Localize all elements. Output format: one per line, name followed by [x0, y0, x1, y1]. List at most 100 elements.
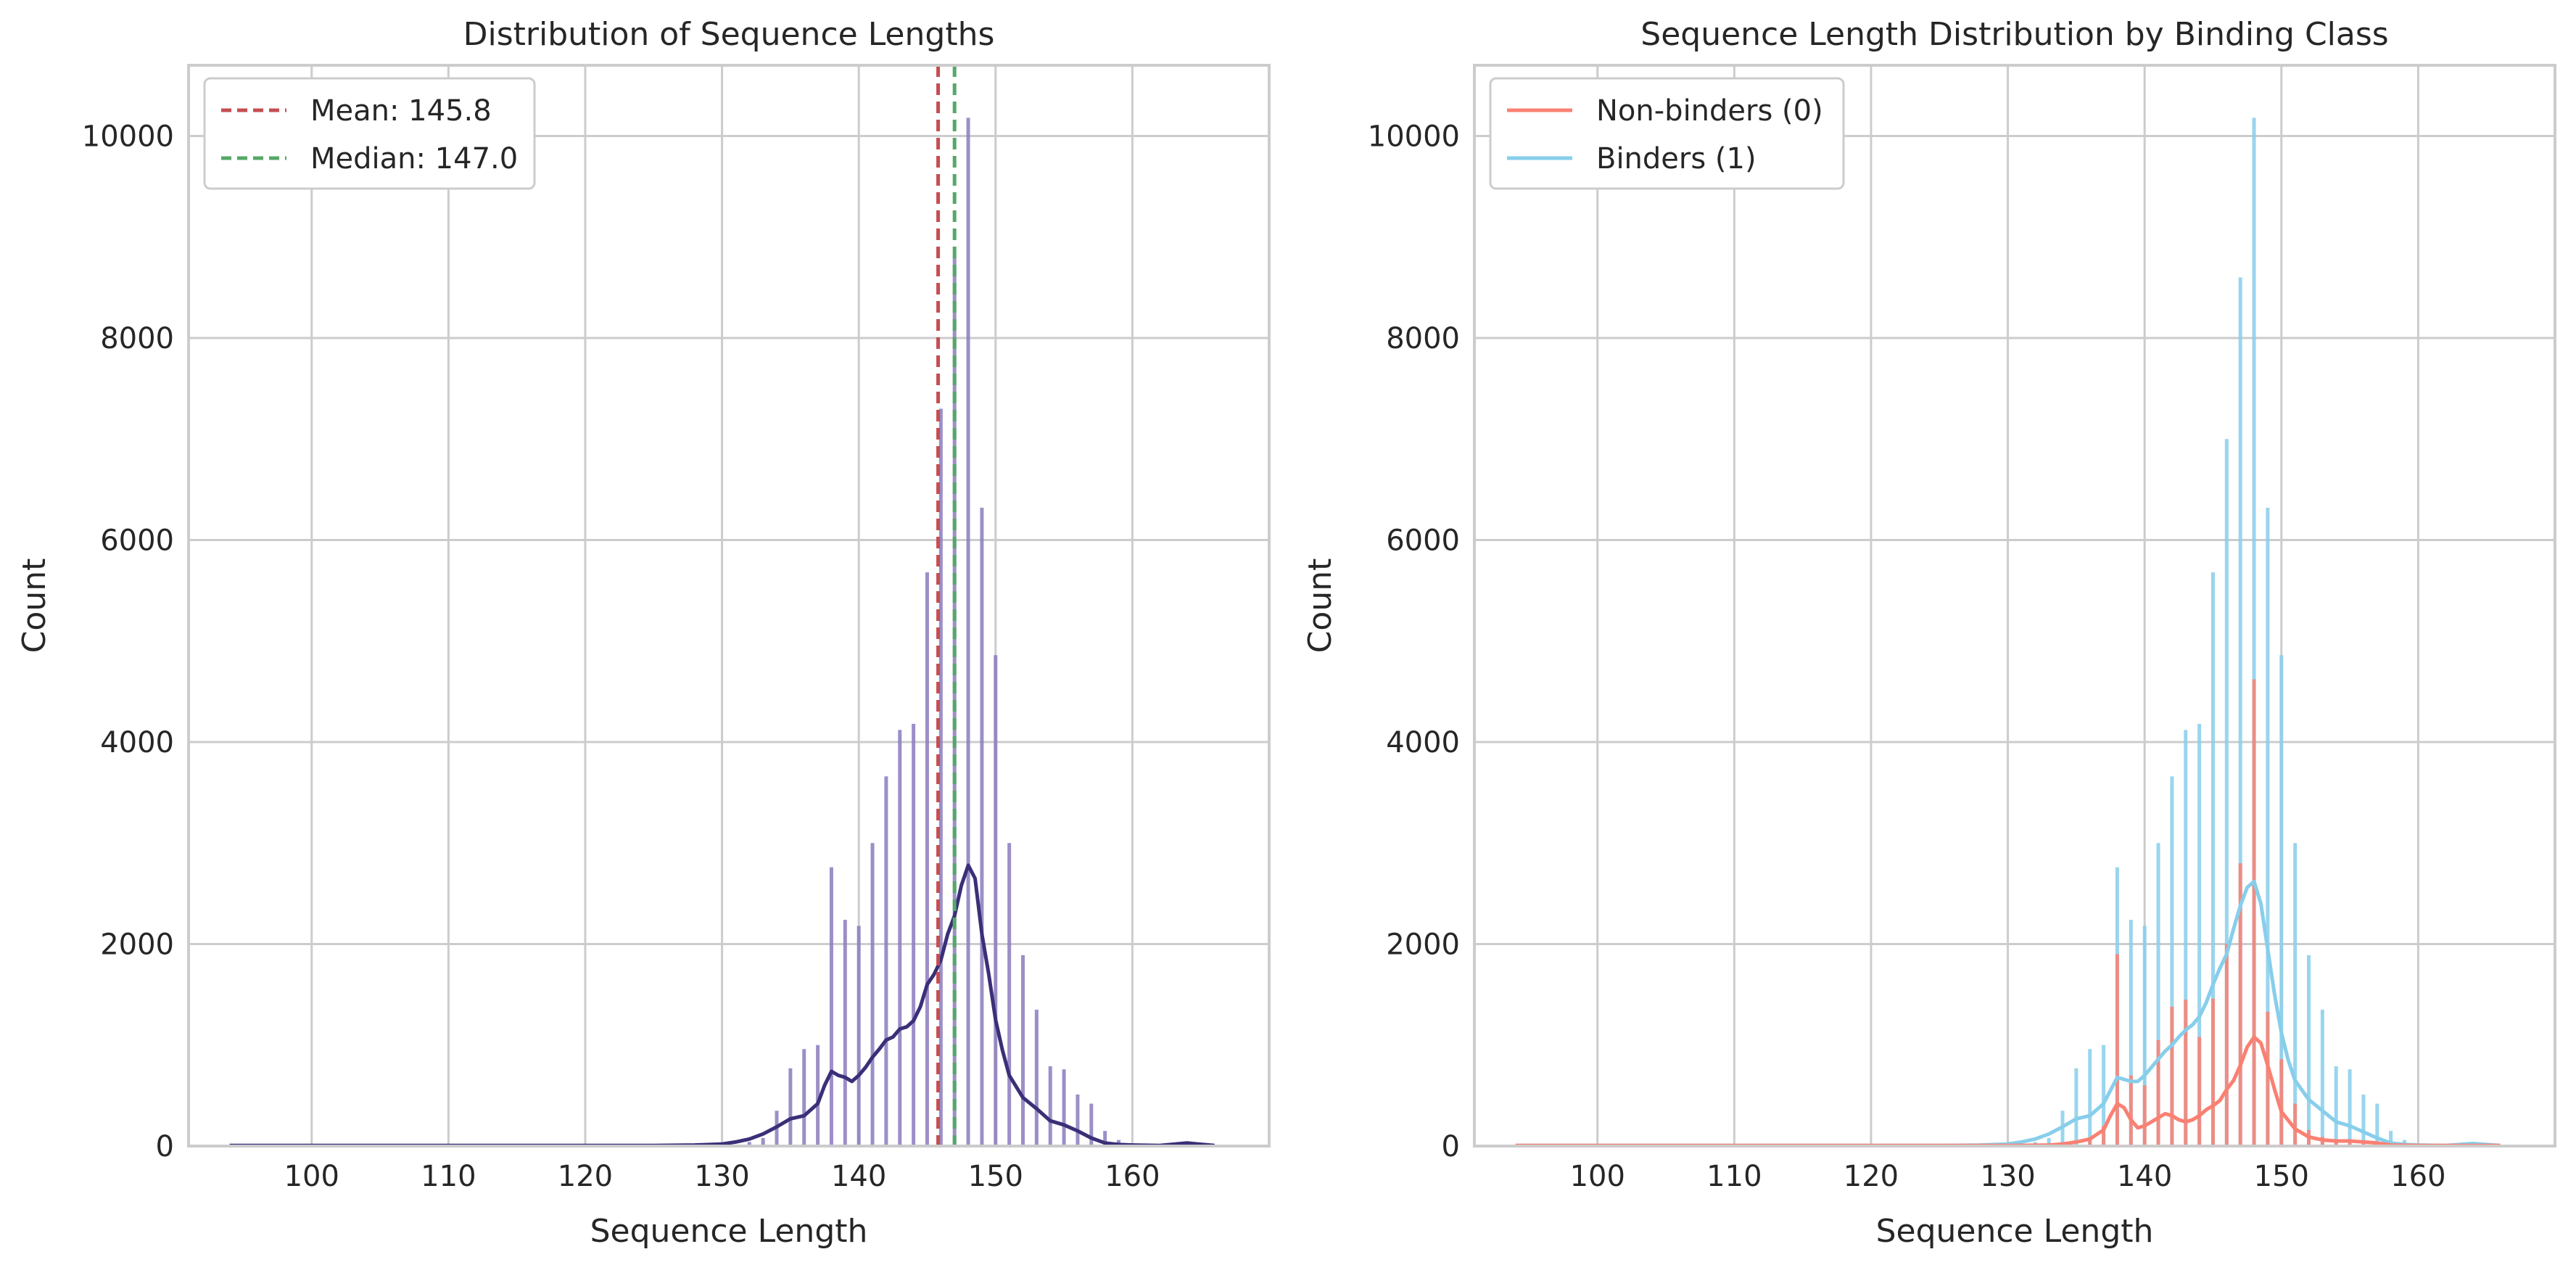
right-bar-non-binders-0 [2102, 1126, 2106, 1146]
right-y-axis-label: Count [1302, 559, 1339, 654]
left-y-axis-label: Count [16, 559, 53, 654]
left-y-tick-label: 10000 [82, 120, 174, 153]
right-histogram-bars [1514, 118, 2489, 1147]
right-y-tick-label: 10000 [1368, 120, 1460, 153]
left-kde-curves [229, 863, 1215, 1148]
left-bar-all [1034, 1010, 1039, 1146]
left-bar-all [788, 1068, 793, 1146]
right-bar-binders-1 [2142, 926, 2147, 1146]
left-x-tick-label: 110 [421, 1160, 476, 1193]
right-chart: 100 110 120 130 140 150 160 0 2000 4000 6000 8000 1… [1302, 16, 2556, 1250]
left-legend: Mean: 145.8 Median: 147.0 [203, 77, 536, 190]
right-x-tick-label: 120 [1844, 1160, 1899, 1193]
right-kde-curves [1515, 879, 2501, 1148]
left-x-tick-label: 150 [968, 1160, 1023, 1193]
left-plot-frame [187, 64, 1271, 1148]
right-x-tick-label: 150 [2254, 1160, 2309, 1193]
left-bar-all [1076, 1094, 1080, 1146]
right-bar-binders-1 [2320, 1010, 2324, 1146]
right-bar-binders-1 [2307, 955, 2311, 1146]
left-bar-all [1089, 1103, 1094, 1146]
left-bar-all [829, 867, 833, 1146]
right-grid [1474, 65, 2555, 1148]
left-x-axis-label: Sequence Length [590, 1213, 868, 1250]
right-bar-binders-1 [2279, 655, 2284, 1146]
left-x-tick-label: 120 [558, 1160, 613, 1193]
left-bar-all [1007, 843, 1012, 1146]
left-bar-all [1062, 1069, 1066, 1146]
left-plot-area [189, 65, 1269, 1146]
right-bar-binders-1 [2293, 843, 2298, 1146]
left-bar-all [856, 926, 861, 1146]
left-chart-title: Distribution of Sequence Lengths [463, 16, 995, 53]
right-x-tick-label: 160 [2390, 1160, 2445, 1193]
right-bar-non-binders-0 [2129, 1075, 2133, 1146]
left-y-tick-label: 4000 [100, 726, 174, 759]
right-y-tick-label: 4000 [1386, 726, 1460, 759]
legend-label-binders: Binders (1) [1596, 142, 1756, 176]
left-legend-box [203, 77, 536, 190]
left-x-tick-label: 140 [831, 1160, 886, 1193]
right-bar-non-binders-0 [2238, 863, 2242, 1146]
right-bar-binders-1 [2047, 1137, 2051, 1146]
left-kde-all [229, 863, 1215, 1148]
left-bar-all [816, 1045, 820, 1146]
left-bar-all [870, 843, 875, 1146]
right-bar-non-binders-0 [2348, 1142, 2352, 1146]
right-kde-binders-1 [1515, 879, 2501, 1148]
right-bar-non-binders-0 [2252, 679, 2256, 1146]
right-plot-area [1474, 65, 2555, 1146]
left-bar-all [747, 1142, 751, 1146]
left-y-tick-label: 8000 [100, 322, 174, 355]
right-bar-binders-1 [2102, 1045, 2106, 1146]
right-bar-non-binders-0 [2224, 944, 2229, 1146]
right-bar-binders-1 [2129, 920, 2133, 1146]
left-grid [189, 65, 1269, 1148]
right-bar-binders-1 [2088, 1049, 2092, 1146]
right-bar-binders-1 [2238, 277, 2242, 1146]
right-bar-non-binders-0 [2266, 1011, 2270, 1146]
right-y-tick-label: 6000 [1386, 524, 1460, 557]
left-y-tick-label: 2000 [100, 928, 174, 961]
right-y-tick-label: 8000 [1386, 322, 1460, 355]
right-x-tick-labels: 100 110 120 130 140 150 160 [1570, 1160, 2446, 1193]
left-bar-all [1048, 1066, 1052, 1146]
left-bar-all [898, 730, 902, 1146]
legend-label-median: Median: 147.0 [310, 142, 518, 176]
right-bar-binders-1 [2156, 843, 2160, 1146]
left-x-tick-label: 130 [694, 1160, 749, 1193]
left-y-tick-label: 6000 [100, 524, 174, 557]
left-x-tick-label: 160 [1105, 1160, 1160, 1193]
right-bar-binders-1 [2252, 118, 2256, 1146]
right-bar-binders-1 [2266, 507, 2270, 1146]
right-bar-binders-1 [2170, 776, 2174, 1146]
right-bar-non-binders-0 [2088, 1140, 2092, 1146]
right-bar-binders-1 [2375, 1103, 2379, 1146]
right-bar-binders-1 [2361, 1094, 2366, 1146]
left-bar-all [802, 1049, 806, 1146]
right-bar-non-binders-0 [2210, 998, 2215, 1146]
right-bar-binders-1 [2210, 572, 2215, 1146]
right-bar-non-binders-0 [2184, 1000, 2188, 1146]
right-x-axis-label: Sequence Length [1876, 1213, 2154, 1250]
left-bar-all [843, 920, 847, 1146]
right-bar-binders-1 [2224, 439, 2229, 1146]
right-bar-non-binders-0 [2279, 1059, 2284, 1146]
right-y-tick-labels: 0 2000 4000 6000 8000 10000 [1368, 120, 1460, 1163]
right-bar-non-binders-0 [2115, 954, 2119, 1146]
left-x-tick-labels: 100 110 120 130 140 150 160 [284, 1160, 1160, 1193]
left-bar-all [761, 1137, 765, 1146]
right-bar-non-binders-0 [2293, 1103, 2298, 1146]
right-bar-binders-1 [2334, 1066, 2338, 1146]
left-y-tick-labels: 0 2000 4000 6000 8000 10000 [82, 120, 174, 1163]
right-bar-binders-1 [2184, 730, 2188, 1146]
right-bar-binders-1 [2389, 1131, 2393, 1146]
left-y-tick-label: 0 [156, 1130, 174, 1163]
left-bar-all [912, 723, 916, 1146]
right-x-tick-label: 110 [1706, 1160, 1762, 1193]
right-y-tick-label: 0 [1442, 1130, 1460, 1163]
left-chart: 100 110 120 130 140 150 160 0 2000 4000 6000 8000 1… [16, 16, 1271, 1250]
right-chart-title: Sequence Length Distribution by Binding … [1640, 16, 2388, 53]
right-bar-non-binders-0 [2156, 1039, 2160, 1146]
